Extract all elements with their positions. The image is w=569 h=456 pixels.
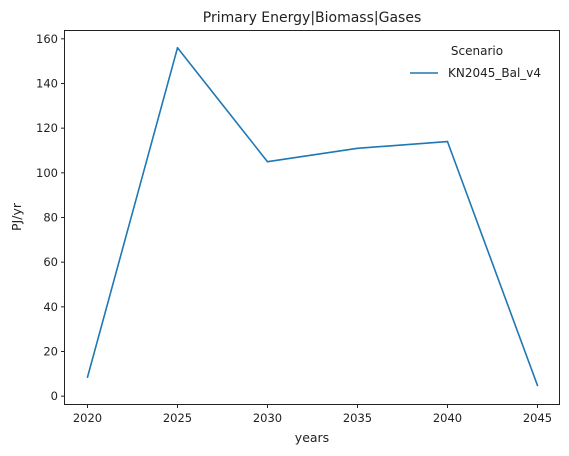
data-point xyxy=(446,140,449,143)
y-tick-label: 120 xyxy=(36,121,58,135)
y-tick-label: 0 xyxy=(51,389,58,403)
data-point xyxy=(266,160,269,163)
y-tick-label: 60 xyxy=(43,255,58,269)
plot-frame xyxy=(64,30,560,405)
legend: Scenario KN2045_Bal_v4 xyxy=(410,44,541,80)
y-tick-label: 100 xyxy=(36,166,58,180)
data-point xyxy=(356,147,359,150)
x-tick-label: 2040 xyxy=(433,411,462,425)
series-line-0 xyxy=(86,46,539,386)
y-tick-label: 160 xyxy=(36,32,58,46)
y-tick-label: 140 xyxy=(36,76,58,90)
series-layer xyxy=(86,46,539,387)
y-tick-label: 40 xyxy=(43,300,58,314)
data-point xyxy=(176,46,179,49)
x-tick-label: 2030 xyxy=(253,411,282,425)
x-axis: 2020 2025 2030 2035 2040 2045 xyxy=(73,404,552,425)
x-tick-label: 2020 xyxy=(73,411,102,425)
x-tick-label: 2035 xyxy=(343,411,372,425)
x-tick-label: 2045 xyxy=(523,411,552,425)
chart-title: Primary Energy|Biomass|Gases xyxy=(203,10,422,26)
y-tick-label: 80 xyxy=(43,211,58,225)
x-axis-label: years xyxy=(295,430,329,445)
legend-title: Scenario xyxy=(451,44,503,58)
legend-label: KN2045_Bal_v4 xyxy=(448,66,541,80)
x-tick-label: 2025 xyxy=(163,411,192,425)
y-axis-label: PJ/yr xyxy=(9,202,24,231)
y-tick-label: 20 xyxy=(43,345,58,359)
data-point xyxy=(536,384,539,387)
y-axis: 0 20 40 60 80 100 120 140 160 xyxy=(36,32,65,403)
data-point xyxy=(86,376,89,378)
